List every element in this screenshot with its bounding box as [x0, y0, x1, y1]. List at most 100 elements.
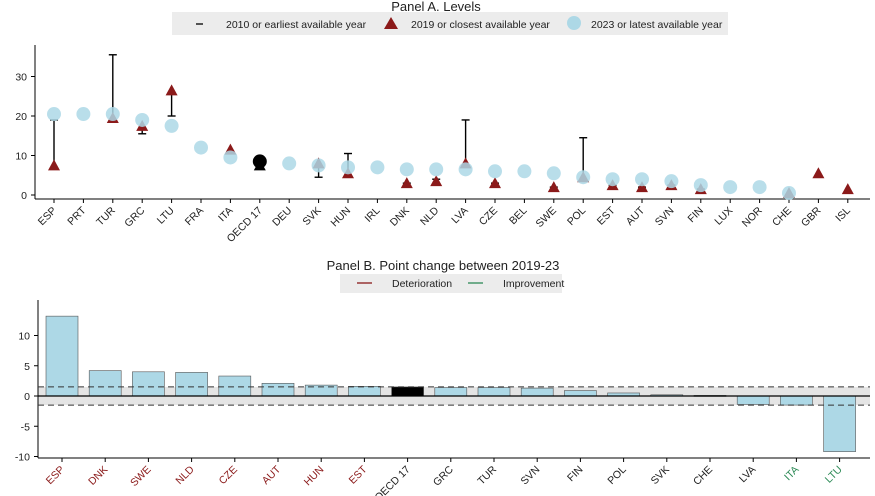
- panel-a-category-label-esp: ESP: [36, 205, 59, 228]
- panel-a-category-label-aut: AUT: [624, 204, 648, 228]
- latest-marker-esp: [47, 107, 61, 122]
- panel-a-y-tick-label: 10: [15, 151, 27, 163]
- latest-marker-lva: [458, 162, 473, 177]
- panel-b-category-label-grc: GRC: [431, 463, 456, 488]
- panel-a-y-tick-label: 30: [15, 72, 27, 84]
- bar-swe: [132, 371, 165, 397]
- panel-a-category-label-svn: SVN: [653, 205, 677, 229]
- bar-aut: [261, 382, 295, 397]
- panel-b-category-label-tur: TUR: [475, 463, 499, 487]
- closest-marker-swe: [547, 181, 560, 193]
- latest-marker-pol: [576, 170, 591, 185]
- latest-marker-bel: [517, 164, 532, 179]
- panel-a-category-label-est: EST: [595, 204, 618, 227]
- bar-cze: [218, 375, 252, 397]
- panel-a-category-label-nld: NLD: [418, 204, 442, 228]
- bar-est: [348, 386, 381, 397]
- bar-oecd-17: [391, 386, 424, 397]
- panel-b-category-label-che: CHE: [691, 464, 715, 488]
- bar-svn: [520, 387, 554, 397]
- legend-label-latest: 2023 or latest available year: [591, 19, 723, 31]
- panel-b-legend-box: [340, 274, 562, 293]
- legend-label-earliest: 2010 or earliest available year: [226, 19, 367, 31]
- panel-a-category-label-lux: LUX: [712, 205, 735, 228]
- panel-b-y-tick-label: -5: [21, 421, 30, 433]
- latest-marker-svn: [664, 174, 679, 189]
- panel-b-category-label-hun: HUN: [302, 464, 327, 489]
- panel-a-category-label-svk: SVK: [300, 205, 323, 228]
- legend-label-improvement: Improvement: [503, 278, 564, 290]
- latest-marker-che: [782, 186, 796, 201]
- panel-a-category-label-deu: DEU: [270, 205, 294, 229]
- panel-b-category-label-pol: POL: [605, 464, 628, 487]
- panel-a-title: Panel A. Levels: [391, 0, 481, 14]
- panel-a-category-label-isl: ISL: [833, 205, 853, 225]
- latest-marker-dnk: [399, 162, 414, 177]
- bar-tur: [477, 387, 511, 397]
- panel-b-category-label-est: EST: [347, 463, 370, 486]
- legend-label-closest: 2019 or closest available year: [411, 19, 550, 31]
- panel-a-category-label-ita: ITA: [216, 205, 235, 224]
- latest-marker-fra: [194, 140, 208, 155]
- panel-a-category-label-hun: HUN: [329, 205, 354, 230]
- latest-marker-nld: [429, 162, 444, 177]
- panel-a-category-label-gbr: GBR: [799, 204, 824, 229]
- latest-marker-irl: [370, 160, 385, 175]
- panel-b-category-label-svn: SVN: [519, 464, 543, 488]
- panel-a-category-label-pol: POL: [565, 205, 588, 228]
- latest-marker-ita: [223, 150, 238, 165]
- panel-a-category-label-ltu: LTU: [155, 205, 177, 227]
- panel-a-category-label-irl: IRL: [362, 205, 382, 225]
- panel-b-category-label-cze: CZE: [217, 464, 240, 487]
- latest-marker-lux: [723, 180, 738, 195]
- closest-marker-aut: [636, 181, 648, 193]
- legend-triangle-icon: [384, 17, 398, 29]
- bar-ltu: [823, 395, 856, 452]
- panel-a-category-label-bel: BEL: [507, 205, 530, 228]
- panel-a-y-tick-label: 20: [15, 111, 27, 123]
- panel-b-category-label-esp: ESP: [44, 464, 67, 487]
- panel-a-category-label-cze: CZE: [477, 205, 500, 228]
- legend-label-deterioration: Deterioration: [392, 278, 452, 290]
- closest-marker-dnk: [400, 177, 413, 189]
- panel-a-category-label-grc: GRC: [122, 204, 147, 229]
- latest-marker-ltu: [164, 118, 179, 133]
- closest-marker-nld: [430, 175, 443, 187]
- panel-a-y-tick-label: 0: [21, 190, 27, 202]
- panel-b-category-label-ita: ITA: [782, 464, 801, 483]
- panel-a-category-label-tur: TUR: [94, 204, 118, 228]
- bar-esp: [45, 315, 79, 397]
- panel-b-category-label-svk: SVK: [649, 464, 672, 487]
- panel-b-category-label-aut: AUT: [260, 463, 284, 487]
- bar-lva: [736, 395, 770, 405]
- panel-a-category-label-nor: NOR: [740, 204, 765, 229]
- latest-marker-deu: [282, 156, 297, 171]
- panel-b-category-label-nld: NLD: [173, 463, 197, 487]
- bar-fin: [564, 390, 597, 397]
- panel-b-y-tick-label: 5: [24, 361, 30, 373]
- closest-marker-esp: [48, 159, 60, 171]
- panel-a-category-label-lva: LVA: [449, 205, 470, 226]
- panel-b-y-tick-label: 10: [18, 331, 30, 343]
- latest-marker-oecd-17: [252, 154, 267, 169]
- latest-marker-aut: [635, 172, 649, 187]
- latest-marker-svk: [311, 158, 326, 173]
- panel-a-category-label-che: CHE: [770, 205, 794, 229]
- panel-b-category-label-swe: SWE: [128, 464, 153, 489]
- panel-b-category-label-fin: FIN: [565, 464, 585, 484]
- panel-b-category-label-dnk: DNK: [86, 464, 110, 488]
- panel-a-category-label-fin: FIN: [685, 205, 705, 225]
- closest-marker-isl: [841, 183, 854, 195]
- legend-circle-icon: [567, 16, 581, 30]
- panel-b-category-label-oecd-17: OECD 17: [372, 464, 412, 496]
- latest-marker-grc: [135, 112, 150, 127]
- panel-b-plot: -10 -5 0 5 10 ESP DNK SWE NLD CZE AUT HUN EST OECD 17…: [15, 300, 870, 496]
- closest-marker-ltu: [165, 84, 178, 96]
- latest-marker-cze: [488, 164, 502, 179]
- bar-dnk: [88, 370, 122, 397]
- panel-a-category-label-fra: FRA: [183, 205, 206, 228]
- latest-marker-tur: [105, 107, 120, 122]
- closest-marker-gbr: [812, 167, 825, 179]
- panel-a-category-label-prt: PRT: [65, 204, 89, 228]
